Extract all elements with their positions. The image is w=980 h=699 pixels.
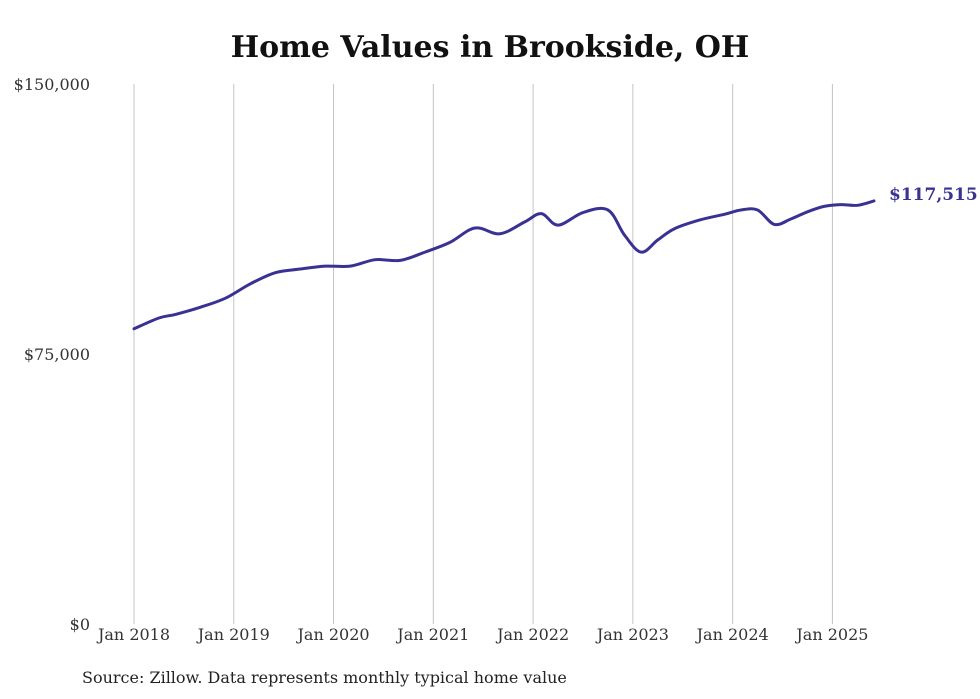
y-axis-ticks: $0 $75,000 $150,000 [14,75,90,634]
x-tick-label-4: Jan 2022 [495,625,569,644]
series-layer: $117,515 [132,185,978,331]
grid-lines [133,84,833,624]
x-tick-label-2: Jan 2020 [296,625,370,644]
source-note: Source: Zillow. Data represents monthly … [82,668,567,687]
chart-title: Home Values in Brookside, OH [230,30,750,65]
x-tick-label-5: Jan 2023 [595,625,669,644]
y-tick-label-2: $150,000 [14,75,90,94]
x-axis-ticks: Jan 2018 Jan 2019 Jan 2020 Jan 2021 Jan 2022… [96,625,868,644]
end-value-label: $117,515 [889,185,978,205]
y-tick-label-0: $0 [70,615,90,634]
x-tick-label-1: Jan 2019 [196,625,270,644]
x-tick-label-6: Jan 2024 [695,625,769,644]
y-tick-label-1: $75,000 [24,345,90,364]
x-tick-label-0: Jan 2018 [96,625,170,644]
series-line-0 [132,199,876,331]
x-tick-label-7: Jan 2025 [794,625,868,644]
x-tick-label-3: Jan 2021 [395,625,469,644]
